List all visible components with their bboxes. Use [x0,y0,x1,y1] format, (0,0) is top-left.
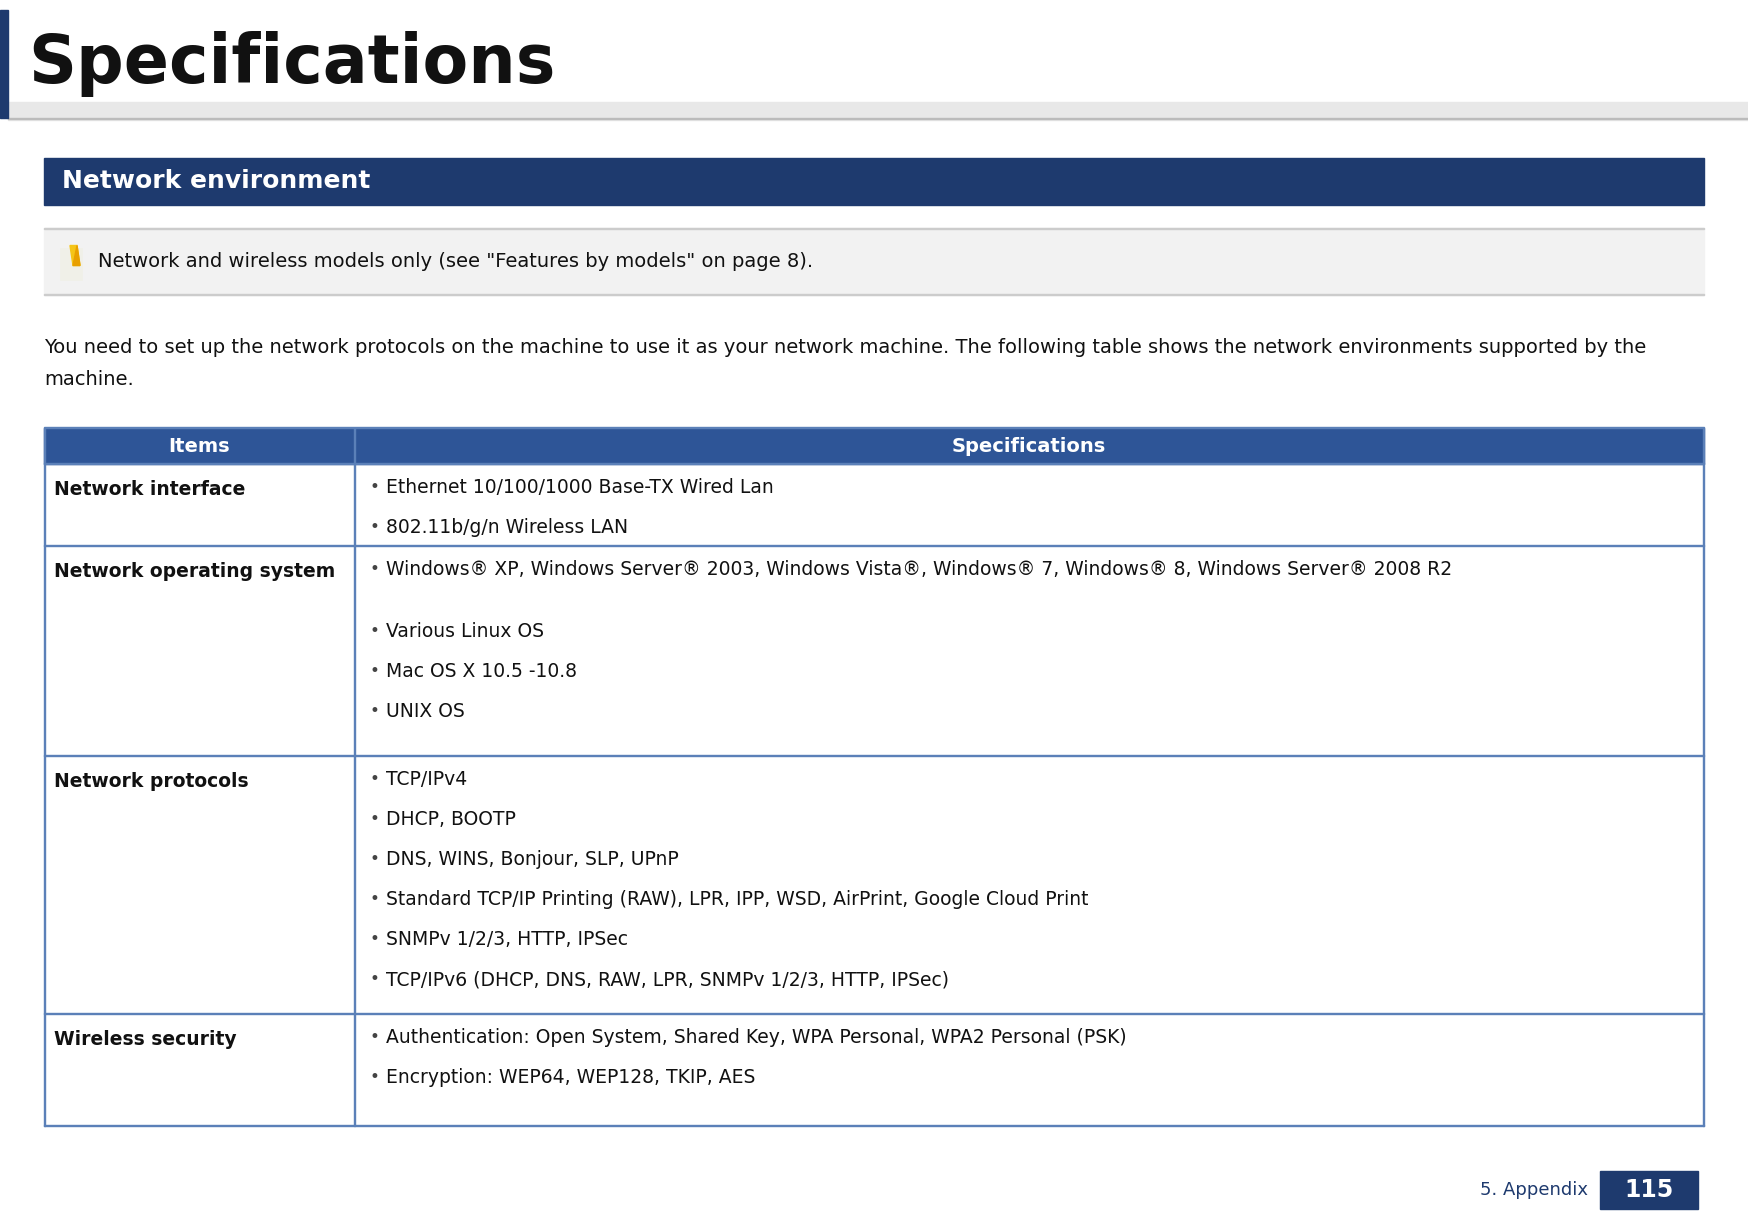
Text: DHCP, BOOTP: DHCP, BOOTP [386,810,516,829]
Polygon shape [70,245,80,265]
Bar [44,756,1704,1014]
Text: UNIX OS: UNIX OS [386,702,465,721]
Text: •: • [371,1067,379,1086]
Bar [44,158,1704,205]
Text: •: • [371,771,379,788]
Text: •: • [371,663,379,680]
Bar [59,248,82,280]
Text: Encryption: WEP64, WEP128, TKIP, AES: Encryption: WEP64, WEP128, TKIP, AES [386,1067,755,1087]
Text: DNS, WINS, Bonjour, SLP, UPnP: DNS, WINS, Bonjour, SLP, UPnP [386,850,678,869]
Bar [0,10,9,118]
Text: •: • [371,850,379,867]
Text: •: • [371,622,379,640]
Bar [44,1014,1704,1126]
Bar [44,228,1704,294]
Text: •: • [371,560,379,578]
Text: TCP/IPv4: TCP/IPv4 [386,771,467,789]
Text: You need to set up the network protocols on the machine to use it as your networ: You need to set up the network protocols… [44,337,1647,357]
Text: Network operating system: Network operating system [54,562,336,582]
Bar [44,464,1704,546]
Text: Specifications: Specifications [28,31,556,97]
Text: •: • [371,930,379,948]
Bar [44,546,1704,756]
Text: •: • [371,518,379,536]
Text: Various Linux OS: Various Linux OS [386,622,544,640]
Text: Mac OS X 10.5 -10.8: Mac OS X 10.5 -10.8 [386,663,577,681]
Text: Ethernet 10/100/1000 Base-TX Wired Lan: Ethernet 10/100/1000 Base-TX Wired Lan [386,479,774,497]
Text: 802.11b/g/n Wireless LAN: 802.11b/g/n Wireless LAN [386,518,628,537]
Text: Windows® XP, Windows Server® 2003, Windows Vista®, Windows® 7, Windows® 8, Windo: Windows® XP, Windows Server® 2003, Windo… [386,560,1453,579]
Text: Items: Items [168,437,229,455]
Bar [44,428,1704,464]
Text: SNMPv 1/2/3, HTTP, IPSec: SNMPv 1/2/3, HTTP, IPSec [386,930,628,948]
Text: •: • [371,890,379,908]
Text: 115: 115 [1624,1178,1673,1202]
Text: •: • [371,810,379,828]
Text: •: • [371,702,379,720]
Text: Network interface: Network interface [54,480,245,499]
Text: Network and wireless models only (see "Features by models" on page 8).: Network and wireless models only (see "F… [98,252,813,271]
Bar [9,102,1748,120]
Text: Standard TCP/IP Printing (RAW), LPR, IPP, WSD, AirPrint, Google Cloud Print: Standard TCP/IP Printing (RAW), LPR, IPP… [386,890,1089,909]
Text: TCP/IPv6 (DHCP, DNS, RAW, LPR, SNMPv 1/2/3, HTTP, IPSec): TCP/IPv6 (DHCP, DNS, RAW, LPR, SNMPv 1/2… [386,971,949,989]
Text: Network environment: Network environment [61,169,371,194]
Text: •: • [371,1028,379,1045]
Bar [1599,1171,1697,1209]
Text: 5. Appendix: 5. Appendix [1481,1182,1587,1199]
Text: Authentication: Open System, Shared Key, WPA Personal, WPA2 Personal (PSK): Authentication: Open System, Shared Key,… [386,1028,1127,1047]
Text: •: • [371,479,379,496]
Polygon shape [73,245,80,265]
Text: Network protocols: Network protocols [54,772,248,791]
Text: Specifications: Specifications [953,437,1106,455]
Text: Wireless security: Wireless security [54,1029,236,1049]
Text: machine.: machine. [44,371,135,389]
Text: •: • [371,971,379,988]
